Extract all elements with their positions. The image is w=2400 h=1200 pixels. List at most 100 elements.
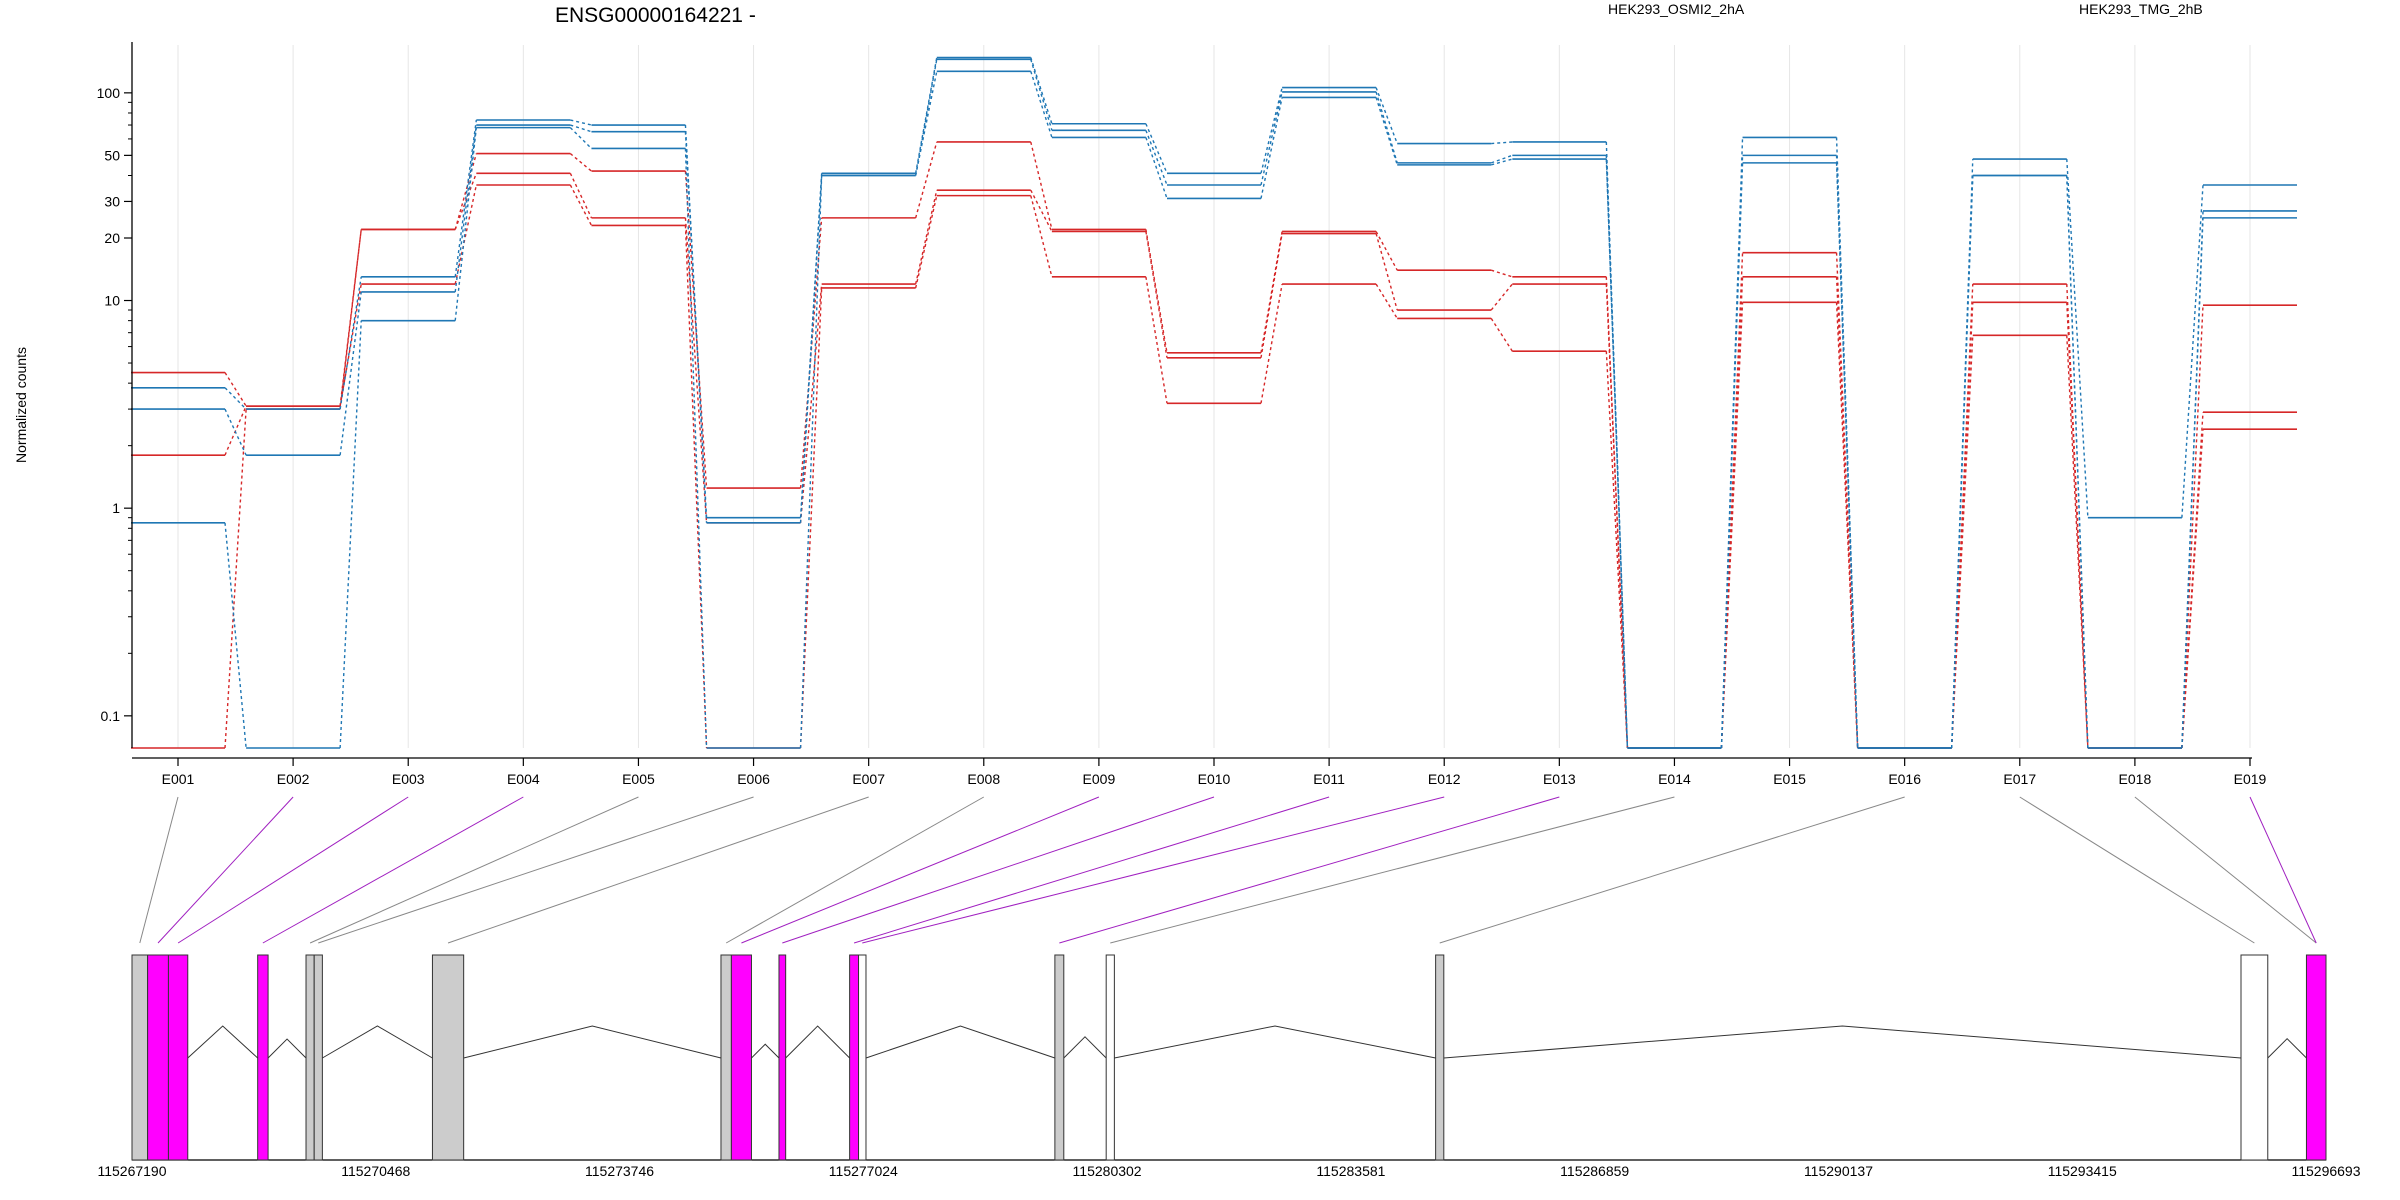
series-3-connector-6: [799, 287, 823, 749]
exon-link-lines: [139, 796, 2317, 944]
link-line-E017: [2019, 796, 2255, 944]
series-3-connector-12: [1490, 318, 1513, 352]
x-tick-label-E003: E003: [392, 771, 425, 787]
series-2-connector-8: [1030, 189, 1053, 232]
exon-box-17: [2305, 954, 2327, 1161]
x-tick-label-E016: E016: [1888, 771, 1921, 787]
series-1-connector-4: [569, 153, 592, 172]
y-axis-label: Normalized counts: [13, 347, 29, 463]
x-tick-label-E002: E002: [277, 771, 310, 787]
intron-4: [267, 1038, 307, 1059]
exon-box-9: [730, 954, 752, 1161]
intron-16: [2267, 1037, 2307, 1059]
x-tick-label-E004: E004: [507, 771, 540, 787]
series-6-connector-8: [1030, 71, 1053, 138]
y-tick-label-2: 1: [112, 500, 120, 516]
exon-box-8: [720, 954, 732, 1161]
x-tick-label-E008: E008: [967, 771, 1000, 787]
coordinate-label-3: 115273746: [585, 1163, 654, 1179]
series-4-connector-7: [914, 57, 938, 174]
series-3-connector-4: [569, 184, 593, 226]
series-3-connector-16: [1950, 335, 1974, 749]
series-1-connector-1: [224, 372, 247, 407]
series-3-connector-11: [1375, 283, 1398, 319]
link-line-E013: [1059, 796, 1560, 944]
link-line-E004: [262, 796, 524, 944]
y-tick-label-3: 10: [104, 293, 120, 309]
series-4-connector-2: [339, 276, 362, 410]
series-3-connector-2: [339, 283, 362, 407]
link-line-E016: [1439, 796, 1905, 944]
series-2-connector-11: [1375, 233, 1398, 311]
series-4-connector-9: [1145, 123, 1168, 174]
series-3-connector-13: [1605, 351, 1629, 749]
coordinate-label-9: 115293415: [2048, 1163, 2117, 1179]
link-line-E008: [725, 796, 985, 944]
series-4-connector-10: [1260, 87, 1283, 174]
series-6-connector-15: [1835, 162, 1859, 749]
link-line-E007: [447, 796, 869, 944]
link-line-E012: [862, 796, 1445, 944]
series-4-connector-12: [1491, 141, 1513, 145]
series-6-connector-3: [454, 127, 478, 321]
series-5-connector-3: [454, 124, 478, 293]
series-2-connector-5: [684, 217, 708, 523]
x-tick-label-E018: E018: [2119, 771, 2152, 787]
series-4-connector-4: [570, 119, 592, 126]
x-tick-label-E015: E015: [1773, 771, 1806, 787]
series-3-connector-5: [684, 225, 708, 749]
link-line-E003: [177, 796, 409, 944]
exon-box-16: [2240, 954, 2269, 1161]
intron-10: [785, 1025, 850, 1059]
intron-13: [1063, 1036, 1107, 1059]
exon-box-6: [313, 954, 323, 1161]
series-5-connector-4: [570, 124, 592, 133]
series-4-connector-11: [1375, 87, 1398, 144]
exon-box-5: [305, 954, 315, 1161]
link-line-E006: [318, 796, 754, 944]
coordinate-label-2: 115270468: [341, 1163, 410, 1179]
series-2-connector-2: [339, 229, 362, 410]
x-tick-label-E011: E011: [1313, 771, 1345, 787]
x-tick-label-E017: E017: [2003, 771, 2036, 787]
y-tick-label-1: 0.1: [101, 708, 121, 724]
series-6-connector-5: [684, 148, 708, 749]
series-5-connector-1: [224, 408, 247, 456]
link-line-E010: [782, 796, 1215, 944]
series-5-connector-9: [1145, 130, 1168, 186]
exon-box-10: [778, 954, 787, 1161]
x-tick-label-E005: E005: [622, 771, 655, 787]
series-5-connector-10: [1260, 91, 1283, 186]
series-1-connector-11: [1375, 231, 1398, 271]
chart-title: ENSG00000164221 -: [555, 4, 756, 27]
series-4-connector-5: [684, 124, 708, 518]
plot-grid: [177, 45, 2251, 748]
coordinate-label-4: 115277024: [829, 1163, 898, 1179]
series-2-connector-4: [569, 172, 593, 219]
series-3-connector-7: [914, 195, 938, 289]
series-1-connector-8: [1030, 141, 1053, 230]
series-5-connector-8: [1030, 59, 1053, 131]
intron-7: [463, 1025, 722, 1059]
link-line-E011: [853, 796, 1330, 944]
x-tick-label-E001: E001: [162, 771, 195, 787]
series-2-connector-1: [224, 409, 247, 749]
series-6-connector-11: [1375, 97, 1398, 166]
exon-box-11: [849, 954, 860, 1161]
series-3-connector-8: [1030, 195, 1053, 278]
series-2-connector-3: [454, 173, 477, 230]
series-2-connector-10: [1260, 233, 1283, 358]
series-5-connector-5: [684, 131, 708, 523]
y-tick-label-6: 50: [104, 147, 120, 163]
coordinate-label-6: 115283581: [1316, 1163, 1385, 1179]
series-1-connector-3: [454, 153, 478, 230]
series-1-connector-7: [914, 141, 938, 219]
x-tick-label-E010: E010: [1198, 771, 1231, 787]
series-1-connector-12: [1491, 269, 1513, 278]
coordinate-label-7: 115286859: [1560, 1163, 1629, 1179]
gene-model: 115267190 115270468 115273746 115277024 1152…: [97, 954, 2361, 1179]
link-line-E002: [157, 796, 294, 944]
series-6-connector-18: [2181, 217, 2204, 749]
series-3-connector-14: [1720, 302, 1744, 749]
